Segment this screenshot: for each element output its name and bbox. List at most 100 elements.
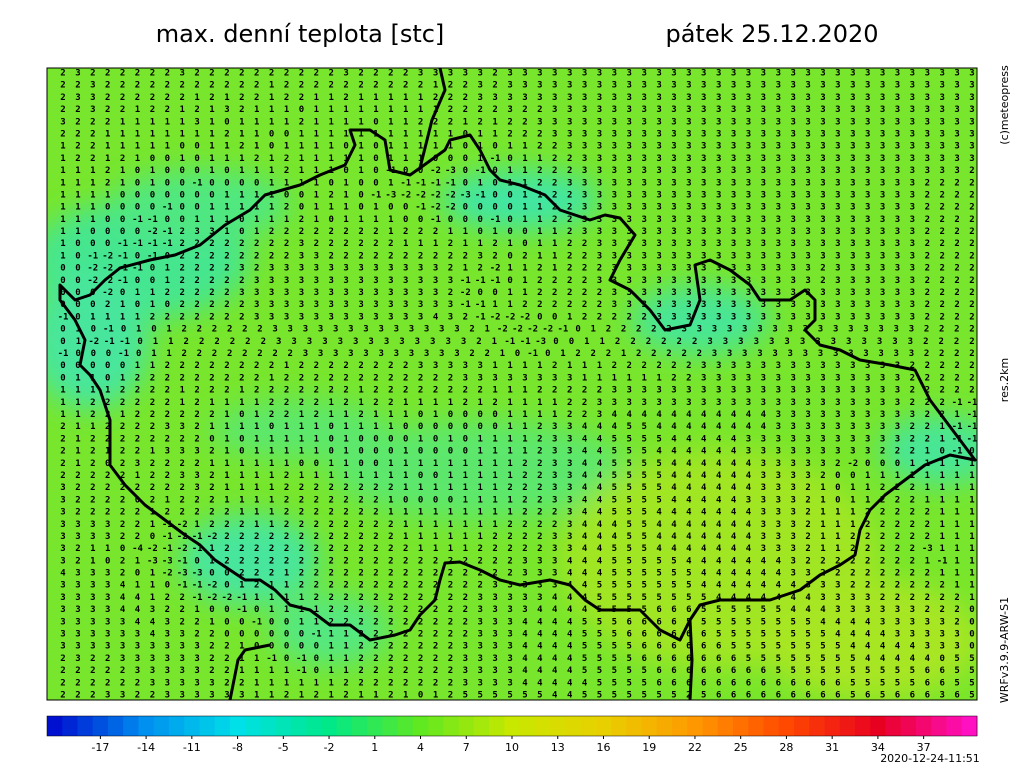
grid-value: 1 (194, 605, 199, 615)
grid-value: 0 (299, 203, 304, 213)
grid-value: 3 (805, 300, 810, 310)
grid-value: 1 (358, 215, 363, 225)
grid-value: 2 (197, 349, 202, 359)
grid-value: -2 (445, 203, 456, 213)
grid-value: 2 (329, 508, 334, 518)
grid-value: 2 (388, 642, 393, 652)
grid-value: 3 (895, 630, 900, 640)
grid-value: 1 (358, 386, 363, 396)
colorbar-cell (595, 716, 612, 736)
grid-value: 3 (746, 398, 751, 408)
colorbar-cell (321, 716, 338, 736)
grid-value: 3 (925, 105, 930, 115)
grid-value: 3 (627, 166, 632, 176)
grid-value: 3 (969, 117, 974, 127)
grid-value: 5 (969, 654, 974, 664)
grid-value: 5 (641, 666, 646, 676)
grid-value: 4 (790, 605, 796, 615)
grid-value: 3 (409, 325, 414, 335)
grid-value: 3 (671, 190, 676, 200)
grid-value: 0 (121, 325, 126, 335)
grid-value: 0 (569, 337, 574, 347)
grid-value: 2 (567, 386, 572, 396)
grid-value: 2 (373, 556, 378, 566)
grid-value: 3 (60, 617, 65, 627)
grid-value: 3 (877, 337, 882, 347)
grid-value: 1 (269, 105, 274, 115)
grid-value: 3 (686, 178, 691, 188)
grid-value: 2 (537, 276, 542, 286)
grid-value: 0 (105, 556, 110, 566)
grid-value: 2 (522, 459, 527, 469)
grid-value: 3 (627, 288, 632, 298)
grid-value: 3 (848, 325, 853, 335)
grid-value: 1 (403, 532, 408, 542)
grid-value: 4 (880, 630, 886, 640)
grid-value: 4 (656, 508, 662, 518)
grid-value: 3 (880, 373, 885, 383)
grid-value: 3 (761, 434, 766, 444)
grid-value: 1 (269, 81, 274, 91)
grid-value: 2 (895, 495, 900, 505)
grid-value: 3 (865, 93, 870, 103)
grid-value: 1 (314, 129, 319, 139)
grid-value: 0 (254, 178, 259, 188)
grid-value: 3 (507, 605, 512, 615)
grid-value: 3 (582, 93, 587, 103)
grid-value: 3 (209, 691, 214, 701)
grid-value: 3 (880, 398, 885, 408)
grid-value: 5 (627, 520, 632, 530)
grid-value: 1 (329, 93, 334, 103)
grid-value: 5 (641, 569, 646, 579)
grid-value: 1 (254, 434, 259, 444)
grid-value: 3 (716, 190, 721, 200)
grid-value: 1 (969, 544, 974, 554)
grid-value: 2 (910, 520, 915, 530)
grid-value: 2 (403, 654, 408, 664)
grid-value: 1 (165, 142, 170, 152)
colorbar-tick-label: 22 (688, 741, 702, 754)
grid-value: 1 (492, 447, 497, 457)
grid-value: 2 (373, 81, 378, 91)
grid-value: 3 (403, 312, 408, 322)
grid-value: 3 (445, 337, 450, 347)
grid-value: 0 (284, 190, 289, 200)
grid-value: 1 (269, 190, 274, 200)
grid-value: 3 (686, 69, 691, 79)
grid-value: 3 (820, 398, 825, 408)
grid-value: 2 (284, 495, 289, 505)
grid-value: 4 (716, 459, 722, 469)
grid-value: 0 (135, 203, 140, 213)
grid-value: 5 (641, 678, 646, 688)
grid-value: -1 (117, 239, 128, 249)
grid-value: 3 (954, 154, 959, 164)
grid-value: 2 (552, 142, 557, 152)
grid-value: 3 (910, 178, 915, 188)
grid-value: -4 (132, 544, 143, 554)
grid-value: 4 (582, 520, 588, 530)
grid-value: 2 (805, 532, 810, 542)
grid-value: 3 (746, 129, 751, 139)
grid-value: 2 (105, 300, 110, 310)
grid-value: 2 (448, 264, 453, 274)
grid-value: 6 (686, 654, 691, 664)
grid-value: 4 (865, 642, 871, 652)
grid-value: 0 (224, 617, 229, 627)
grid-value: 3 (863, 325, 868, 335)
grid-value: -1 (967, 410, 978, 420)
grid-value: 4 (582, 434, 588, 444)
grid-value: 3 (761, 239, 766, 249)
grid-value: 2 (939, 386, 944, 396)
grid-value: 6 (895, 691, 900, 701)
grid-value: 3 (895, 154, 900, 164)
grid-value: -1 (415, 203, 426, 213)
grid-value: 5 (805, 630, 810, 640)
grid-value: 3 (597, 166, 602, 176)
grid-value: 2 (314, 410, 319, 420)
grid-value: 4 (656, 422, 662, 432)
grid-value: 2 (388, 239, 393, 249)
grid-value: 0 (209, 190, 214, 200)
grid-value: 3 (75, 617, 80, 627)
grid-value: 5 (776, 642, 781, 652)
grid-value: 3 (790, 544, 795, 554)
